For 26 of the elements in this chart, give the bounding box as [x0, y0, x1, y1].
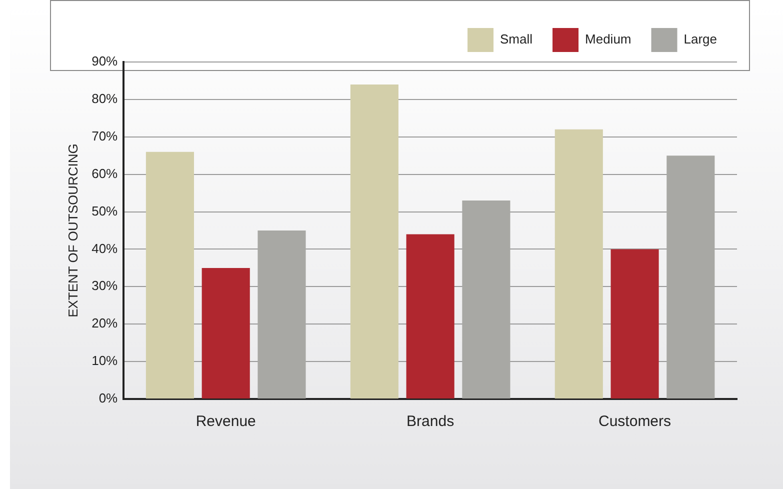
bar: [146, 152, 194, 398]
y-tick-label: 0%: [98, 390, 118, 406]
bar: [666, 156, 715, 398]
legend-label: Large: [684, 32, 717, 47]
legend-label: Small: [500, 32, 533, 47]
y-tick-label: 20%: [92, 316, 118, 331]
legend-label: Medium: [585, 32, 632, 47]
y-tick-label: 60%: [92, 166, 118, 181]
bar: [406, 234, 454, 398]
x-tick-label: Customers: [598, 413, 672, 430]
x-tick-label: Revenue: [196, 413, 256, 430]
bar: [554, 129, 603, 398]
bar: [258, 230, 306, 398]
y-tick-label: 80%: [92, 91, 118, 106]
bar: [462, 200, 510, 398]
y-tick-label: 70%: [92, 128, 118, 144]
bar: [202, 268, 250, 398]
bar: [610, 249, 659, 398]
y-tick-label: 90%: [92, 54, 118, 69]
y-tick-label: 50%: [92, 203, 118, 218]
y-axis-title: EXTENT OF OUTSOURCING: [65, 144, 80, 318]
y-tick-label: 40%: [92, 240, 118, 256]
y-tick-label: 10%: [92, 353, 118, 368]
y-tick-label: 30%: [92, 278, 118, 294]
x-tick-label: Brands: [406, 413, 454, 430]
bar: [350, 84, 398, 398]
